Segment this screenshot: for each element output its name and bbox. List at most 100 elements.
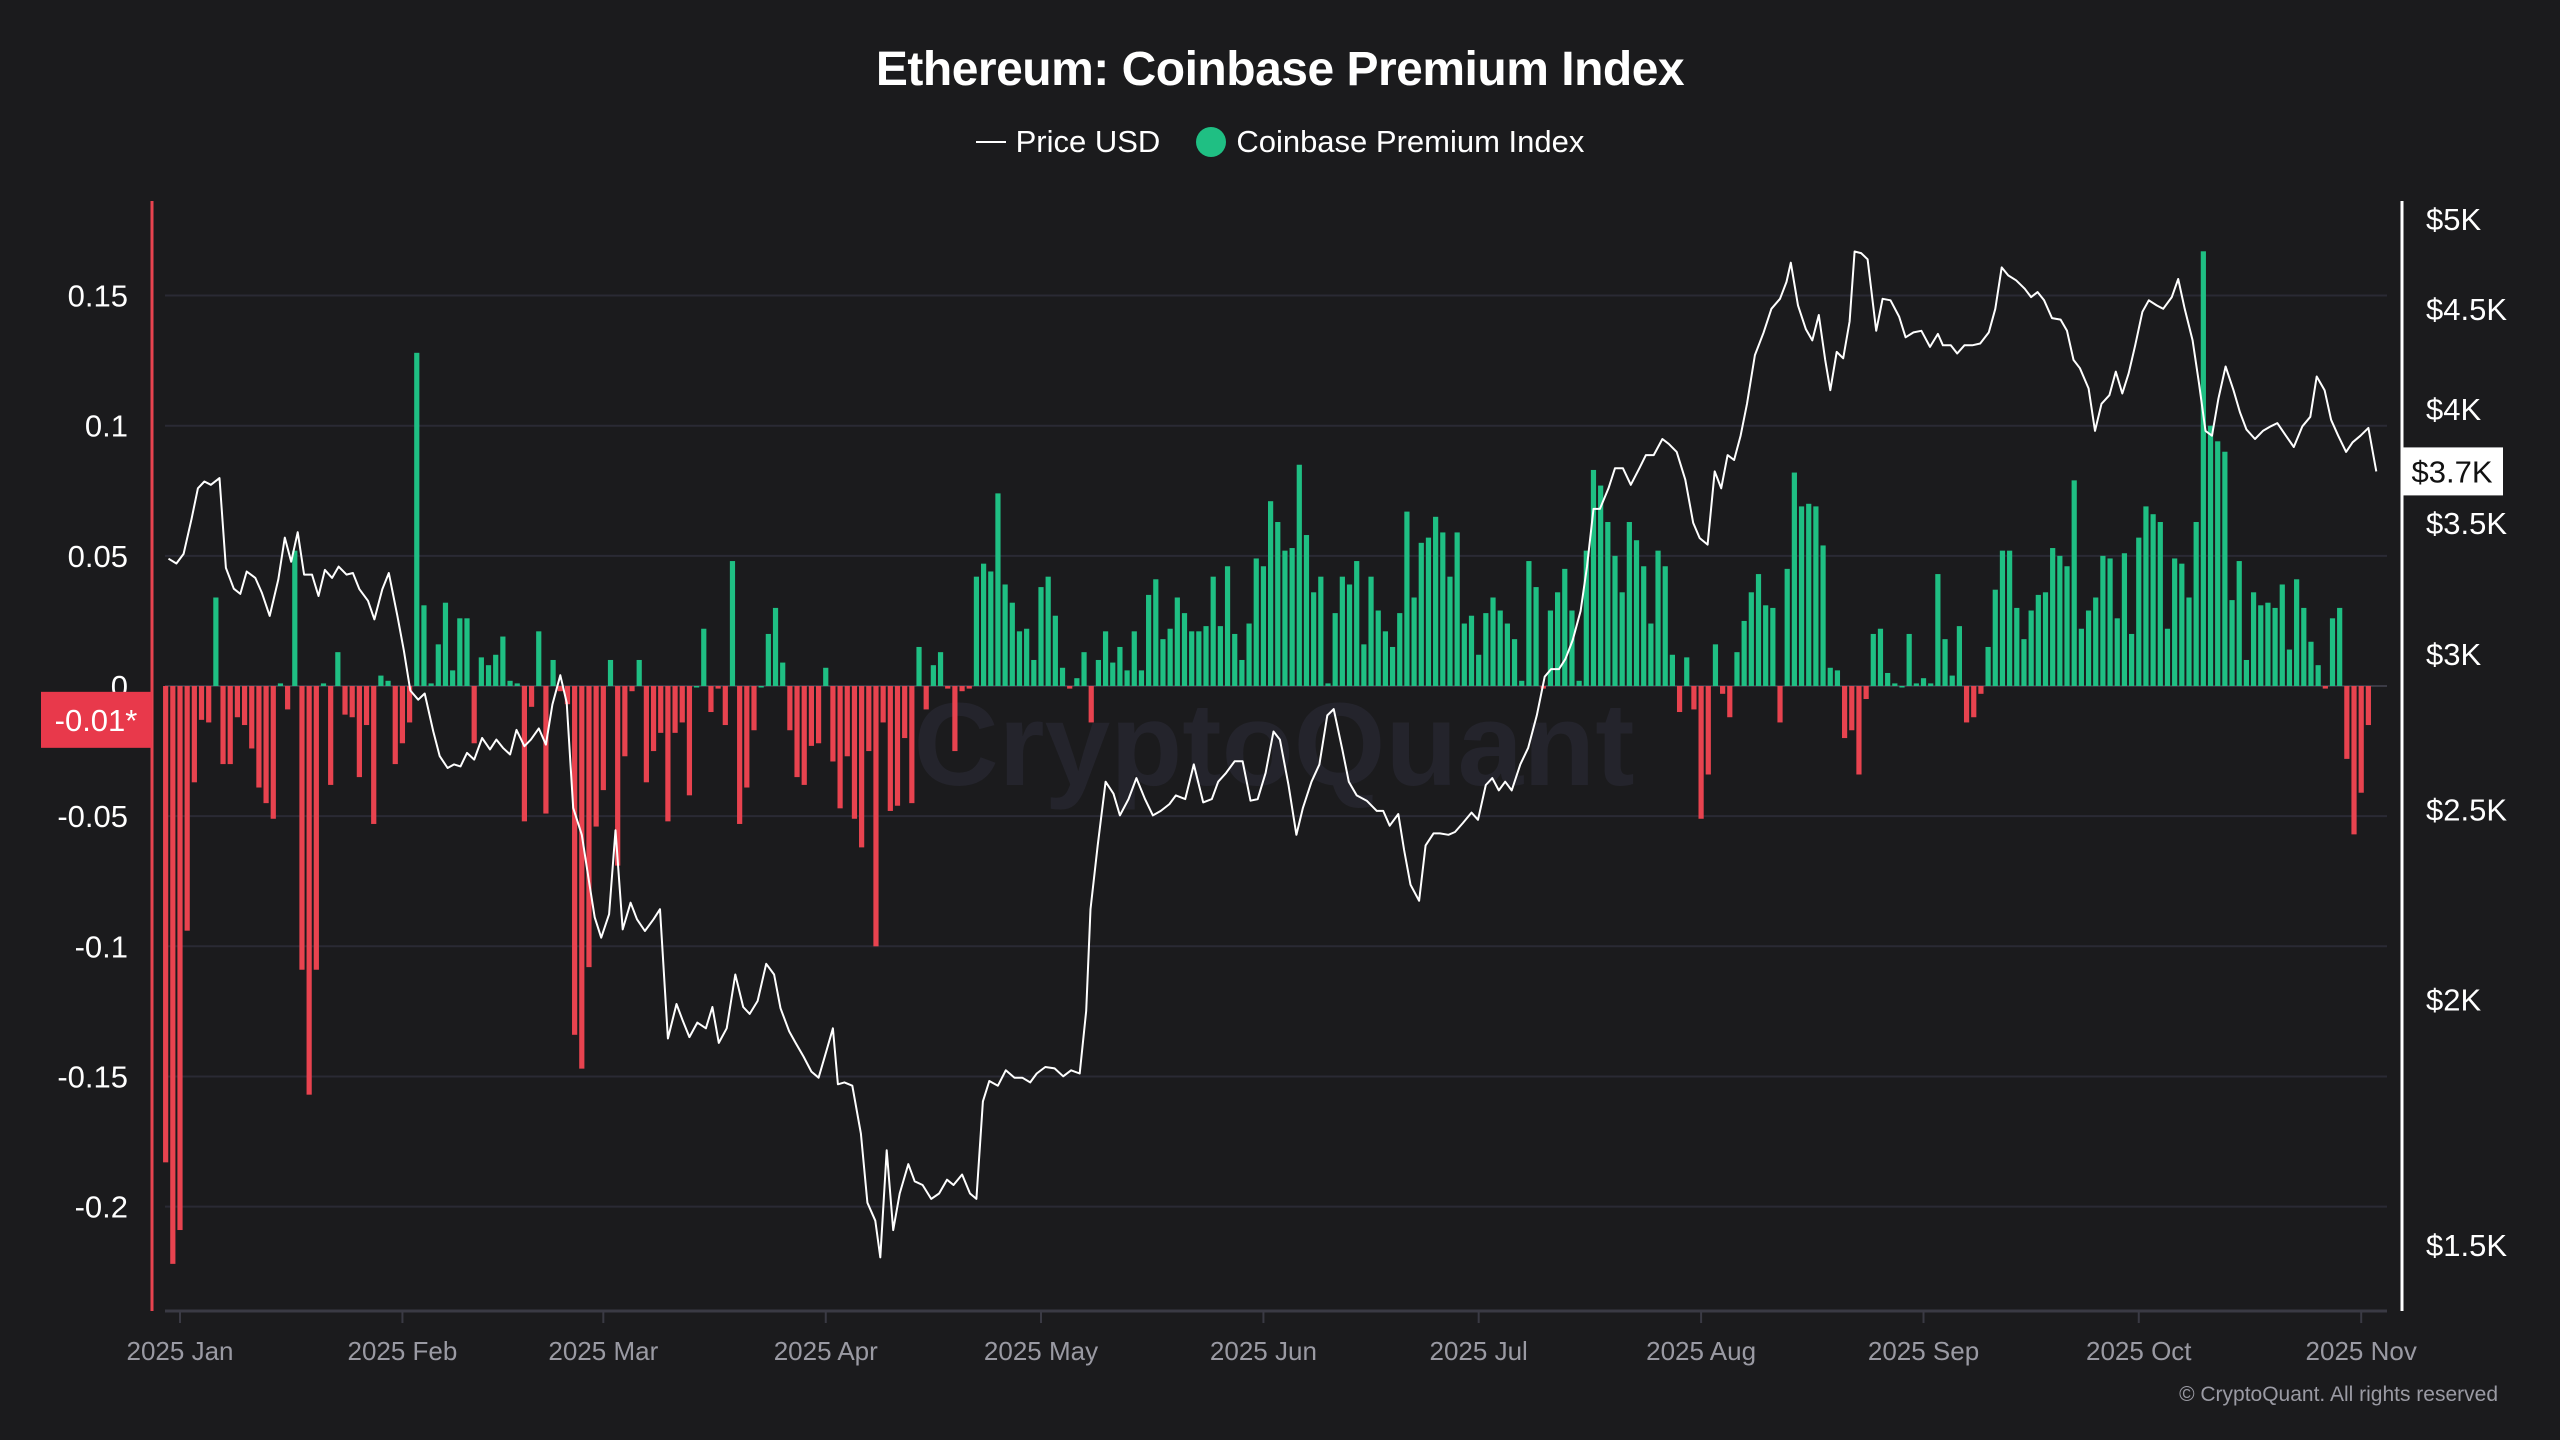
premium-bar — [1526, 561, 1532, 686]
premium-bar — [1590, 469, 1597, 686]
watermark: CryptoQuant — [913, 679, 1634, 811]
chart-title: Ethereum: Coinbase Premium Index — [875, 43, 1685, 96]
last-premium-label: -0.01* — [55, 703, 138, 738]
premium-bar — [1397, 613, 1403, 686]
premium-bar — [1318, 576, 1324, 686]
premium-bar — [2107, 558, 2113, 686]
premium-bar — [1956, 626, 1962, 686]
premium-bar — [579, 686, 585, 1069]
premium-bar — [435, 644, 441, 686]
premium-bar — [1483, 613, 1489, 686]
premium-bar — [227, 686, 233, 765]
premium-bar — [2200, 251, 2206, 686]
premium-bar — [1820, 545, 1826, 686]
premium-bar — [1332, 613, 1338, 686]
left-tick-label: 0.05 — [68, 539, 128, 574]
left-tick-label: 0.15 — [68, 279, 128, 314]
premium-bar — [1655, 550, 1661, 686]
premium-bar — [2265, 602, 2271, 686]
premium-bar — [794, 686, 800, 778]
premium-bar — [521, 686, 527, 822]
premium-bar — [1189, 631, 1195, 686]
right-tick-label: $1.5K — [2426, 1228, 2507, 1263]
premium-bar — [2121, 553, 2128, 686]
premium-bar — [1131, 631, 1137, 686]
premium-bar — [600, 686, 606, 791]
premium-bar — [2337, 607, 2343, 686]
premium-bar — [1059, 667, 1066, 686]
premium-bar — [263, 686, 269, 804]
premium-bar — [2279, 584, 2285, 686]
premium-bar — [1928, 683, 1934, 686]
premium-bar — [665, 686, 671, 822]
premium-bar — [213, 597, 219, 686]
premium-bar — [844, 686, 850, 757]
premium-bar — [249, 686, 255, 749]
premium-bar — [2207, 425, 2214, 686]
premium-bar — [1562, 568, 1568, 686]
premium-bar — [2093, 597, 2099, 686]
premium-bar — [1074, 678, 1080, 686]
premium-bar — [564, 686, 571, 705]
x-tick-label: 2025 Sep — [1868, 1336, 1979, 1366]
premium-bar — [744, 686, 750, 788]
premium-bar — [2136, 537, 2142, 686]
premium-bar — [1440, 532, 1446, 686]
premium-bar — [801, 686, 807, 785]
premium-bar — [995, 493, 1001, 686]
premium-bar — [679, 686, 685, 723]
premium-bar — [1691, 686, 1697, 710]
premium-bar — [1160, 639, 1166, 686]
premium-bar — [328, 686, 334, 785]
premium-bar — [1389, 646, 1396, 686]
right-tick-label: $2K — [2426, 983, 2481, 1018]
premium-bar — [507, 680, 513, 686]
premium-bar — [916, 646, 922, 686]
premium-bar — [536, 631, 542, 686]
premium-bar — [421, 605, 427, 686]
premium-bar — [2179, 563, 2185, 686]
premium-bar — [277, 683, 284, 686]
x-tick-label: 2025 May — [984, 1336, 1098, 1366]
premium-bar — [1296, 464, 1302, 686]
premium-bar — [1784, 568, 1790, 686]
premium-bar — [1827, 667, 1833, 686]
premium-bar — [1490, 597, 1496, 686]
premium-bar — [1842, 686, 1848, 739]
premium-bar — [2229, 600, 2235, 686]
premium-bar — [636, 659, 642, 686]
premium-bar — [1045, 576, 1051, 686]
left-tick-label: -0.2 — [75, 1190, 128, 1225]
premium-bar — [428, 683, 434, 686]
premium-bar — [1102, 631, 1109, 686]
premium-bar — [1971, 686, 1977, 718]
premium-bar — [2064, 566, 2070, 686]
premium-bar — [607, 659, 614, 686]
premium-bar — [1856, 686, 1862, 775]
x-tick-label: 2025 Nov — [2306, 1336, 2417, 1366]
premium-bar — [1755, 574, 1762, 686]
legend-item-price[interactable]: Price USD — [975, 124, 1160, 160]
premium-bar — [220, 686, 226, 765]
premium-bar — [313, 686, 319, 970]
premium-bar — [1497, 610, 1503, 686]
premium-bar — [471, 686, 477, 744]
legend-item-premium[interactable]: Coinbase Premium Index — [1196, 124, 1584, 160]
premium-bar — [629, 686, 635, 692]
premium-bar — [765, 633, 771, 686]
premium-bar — [1217, 626, 1223, 686]
premium-bar — [1117, 646, 1123, 686]
premium-bar — [1275, 522, 1281, 686]
premium-bar — [1892, 683, 1898, 686]
right-tick-label: $2.5K — [2426, 793, 2507, 828]
premium-bar — [1311, 592, 1317, 686]
last-price-badge — [2402, 447, 2503, 496]
premium-bar — [2186, 597, 2192, 686]
premium-bar — [2007, 550, 2013, 686]
premium-bar — [191, 686, 197, 783]
premium-bar — [1849, 686, 1855, 731]
premium-bar — [1246, 623, 1252, 686]
premium-bar — [2129, 633, 2135, 686]
premium-bar — [1239, 659, 1245, 686]
